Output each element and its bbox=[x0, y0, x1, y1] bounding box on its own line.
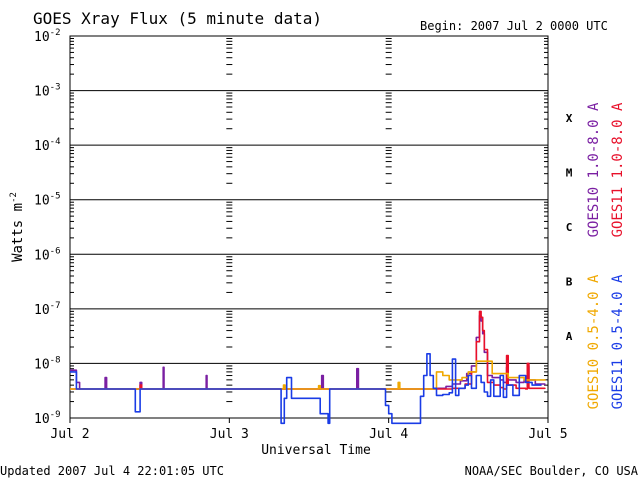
series-line bbox=[70, 352, 542, 425]
y-tick-mantissa: 10 bbox=[34, 412, 50, 427]
y-tick-label: 10-5 bbox=[34, 192, 61, 209]
y-tick-exponent: -3 bbox=[50, 83, 61, 93]
y-tick-label: 10-3 bbox=[34, 83, 61, 100]
plot-frame bbox=[69, 35, 549, 419]
y-tick-mantissa: 10 bbox=[34, 303, 50, 318]
y-tick-exponent: -8 bbox=[50, 355, 61, 365]
y-tick-exponent: -5 bbox=[50, 192, 61, 202]
x-axis-title: Universal Time bbox=[261, 443, 371, 458]
y-axis-title-base: Watts m bbox=[10, 203, 26, 262]
flare-class-label: C bbox=[566, 221, 573, 234]
y-tick-exponent: -7 bbox=[50, 301, 61, 311]
flare-class-labels: X M C B A bbox=[566, 112, 573, 343]
y-tick-mantissa: 10 bbox=[34, 248, 50, 263]
flare-class-label: X bbox=[566, 112, 573, 125]
begin-label: Begin: 2007 Jul 2 0000 UTC bbox=[420, 19, 608, 33]
y-tick-mantissa: 10 bbox=[34, 194, 50, 209]
y-tick-label: 10-8 bbox=[34, 355, 61, 372]
y-tick-labels: 10-210-310-410-510-610-710-810-9 bbox=[34, 28, 61, 427]
y-tick-exponent: -9 bbox=[50, 410, 61, 420]
legend-entry: GOES10 0.5-4.0 A bbox=[586, 274, 602, 409]
y-tick-exponent: -2 bbox=[50, 28, 61, 38]
legend-entry: GOES10 1.0-8.0 A bbox=[586, 102, 602, 237]
x-tick-labels: Jul 2 Jul 3 Jul 4 Jul 5 bbox=[50, 418, 568, 442]
x-tick-label: Jul 3 bbox=[210, 427, 249, 442]
flare-class-label: B bbox=[566, 276, 573, 289]
data-series bbox=[70, 310, 546, 425]
series-line bbox=[70, 310, 546, 390]
legend-entry: GOES11 0.5-4.0 A bbox=[610, 274, 626, 409]
flare-class-label: A bbox=[566, 330, 573, 343]
flare-class-label: M bbox=[566, 166, 573, 179]
y-tick-mantissa: 10 bbox=[34, 85, 50, 100]
y-tick-mantissa: 10 bbox=[34, 357, 50, 372]
y-axis-title-exponent: -2 bbox=[9, 192, 19, 203]
y-tick-label: 10-4 bbox=[34, 137, 61, 154]
series-line bbox=[70, 360, 546, 390]
gridlines bbox=[70, 37, 548, 403]
chart-title: GOES Xray Flux (5 minute data) bbox=[33, 9, 322, 28]
y-tick-mantissa: 10 bbox=[34, 139, 50, 154]
x-tick-label: Jul 4 bbox=[369, 427, 408, 442]
legend-entry: GOES11 1.0-8.0 A bbox=[610, 102, 626, 237]
y-tick-label: 10-2 bbox=[34, 28, 61, 45]
series-line bbox=[70, 314, 546, 390]
y-tick-exponent: -4 bbox=[50, 137, 61, 147]
y-tick-label: 10-9 bbox=[34, 410, 61, 427]
legend: GOES10 1.0-8.0 A GOES11 1.0-8.0 A GOES10 0… bbox=[586, 102, 626, 409]
x-tick-label: Jul 5 bbox=[528, 427, 567, 442]
chart-text-layer: GOES Xray Flux (5 minute data) Begin: 20… bbox=[0, 9, 639, 478]
y-tick-label: 10-6 bbox=[34, 246, 61, 263]
y-tick-label: 10-7 bbox=[34, 301, 61, 318]
plot-border bbox=[69, 35, 549, 419]
y-axis-title: Watts m-2 bbox=[9, 192, 26, 262]
footer-updated: Updated 2007 Jul 4 22:01:05 UTC bbox=[0, 464, 224, 478]
y-tick-mantissa: 10 bbox=[34, 30, 50, 45]
y-tick-exponent: -6 bbox=[50, 246, 61, 256]
x-tick-label: Jul 2 bbox=[50, 427, 89, 442]
footer-credit: NOAA/SEC Boulder, CO USA bbox=[465, 464, 639, 478]
